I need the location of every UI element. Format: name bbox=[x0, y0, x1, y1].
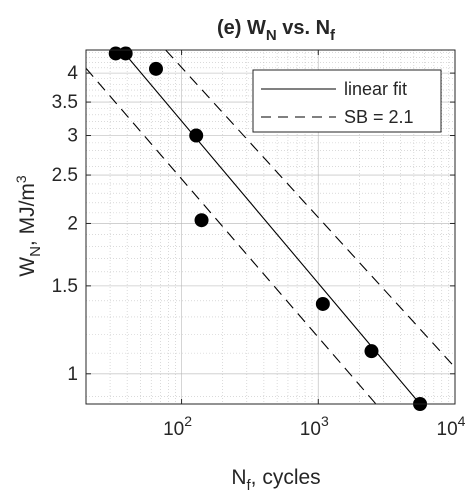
x-axis-label: Nf, cycles bbox=[231, 466, 320, 494]
data-point bbox=[118, 46, 133, 61]
x-tick-label: 102 bbox=[163, 413, 192, 440]
y-tick-label: 4 bbox=[67, 63, 78, 84]
data-point bbox=[148, 61, 163, 76]
data-point bbox=[189, 128, 204, 143]
axes-box bbox=[85, 49, 456, 405]
y-tick-label: 3 bbox=[67, 126, 78, 147]
legend-label-linear-fit: linear fit bbox=[344, 79, 407, 99]
data-point bbox=[194, 213, 209, 228]
data-point bbox=[364, 344, 379, 359]
y-tick-label: 3.5 bbox=[52, 92, 78, 113]
data-point bbox=[315, 296, 330, 311]
y-tick-label: 1.5 bbox=[52, 276, 78, 297]
y-tick-label: 2.5 bbox=[52, 165, 78, 186]
y-tick-label: 2 bbox=[67, 213, 78, 234]
x-tick-label: 104 bbox=[437, 413, 466, 440]
legend: linear fit SB = 2.1 bbox=[252, 69, 442, 133]
chart-title: (e) WN vs. Nf bbox=[217, 17, 336, 44]
legend-label-sb: SB = 2.1 bbox=[344, 107, 414, 127]
y-tick-label: 1 bbox=[67, 364, 78, 385]
axis-ticks: 102 103 104 1 1.5 2 2.5 3 3.5 4 bbox=[52, 50, 466, 440]
legend-box bbox=[252, 69, 442, 133]
x-tick-label: 103 bbox=[300, 413, 329, 440]
sb-bound-line-2 bbox=[85, 67, 377, 405]
y-axis-label: WN, MJ/m3 bbox=[13, 175, 44, 277]
